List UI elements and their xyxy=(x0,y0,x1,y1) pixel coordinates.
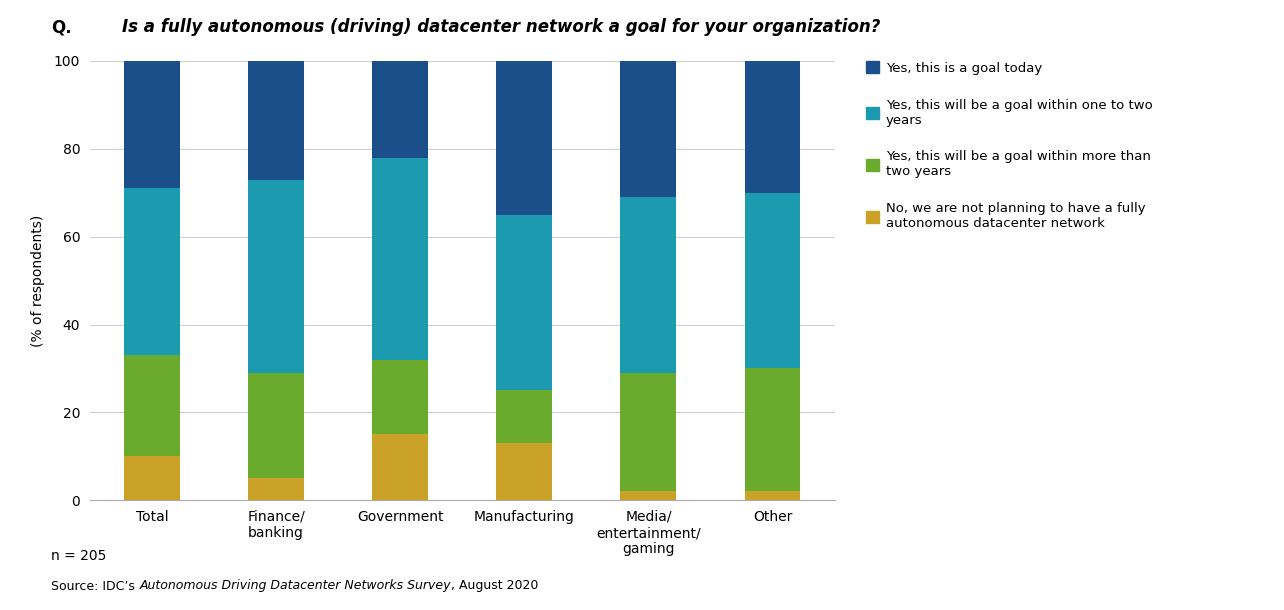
Y-axis label: (% of respondents): (% of respondents) xyxy=(31,215,45,346)
Bar xyxy=(745,61,800,193)
Bar xyxy=(620,492,677,500)
Text: Autonomous Driving Datacenter Networks Survey: Autonomous Driving Datacenter Networks S… xyxy=(139,580,451,592)
Text: , August 2020: , August 2020 xyxy=(451,580,538,592)
Bar xyxy=(248,61,304,179)
Bar xyxy=(125,61,180,188)
Text: Source: IDC’s: Source: IDC’s xyxy=(51,580,139,592)
Bar xyxy=(372,157,428,360)
Bar xyxy=(620,61,677,197)
Bar xyxy=(372,360,428,434)
Bar xyxy=(497,390,552,443)
Bar xyxy=(497,443,552,500)
Bar xyxy=(372,61,428,157)
Bar xyxy=(497,61,552,215)
Bar xyxy=(248,373,304,478)
Bar xyxy=(125,188,180,355)
Bar xyxy=(620,197,677,373)
Bar xyxy=(745,193,800,368)
Bar xyxy=(620,373,677,492)
Bar xyxy=(745,368,800,492)
Text: Q.: Q. xyxy=(51,18,72,37)
Bar xyxy=(372,434,428,500)
Bar xyxy=(125,355,180,456)
Bar xyxy=(497,215,552,390)
Bar xyxy=(745,492,800,500)
Bar xyxy=(248,478,304,500)
Text: Is a fully autonomous (driving) datacenter network a goal for your organization?: Is a fully autonomous (driving) datacent… xyxy=(122,18,881,37)
Legend: Yes, this is a goal today, Yes, this will be a goal within one to two
years, Yes: Yes, this is a goal today, Yes, this wil… xyxy=(864,59,1156,233)
Text: n = 205: n = 205 xyxy=(51,549,107,563)
Bar xyxy=(125,456,180,500)
Bar xyxy=(248,179,304,373)
